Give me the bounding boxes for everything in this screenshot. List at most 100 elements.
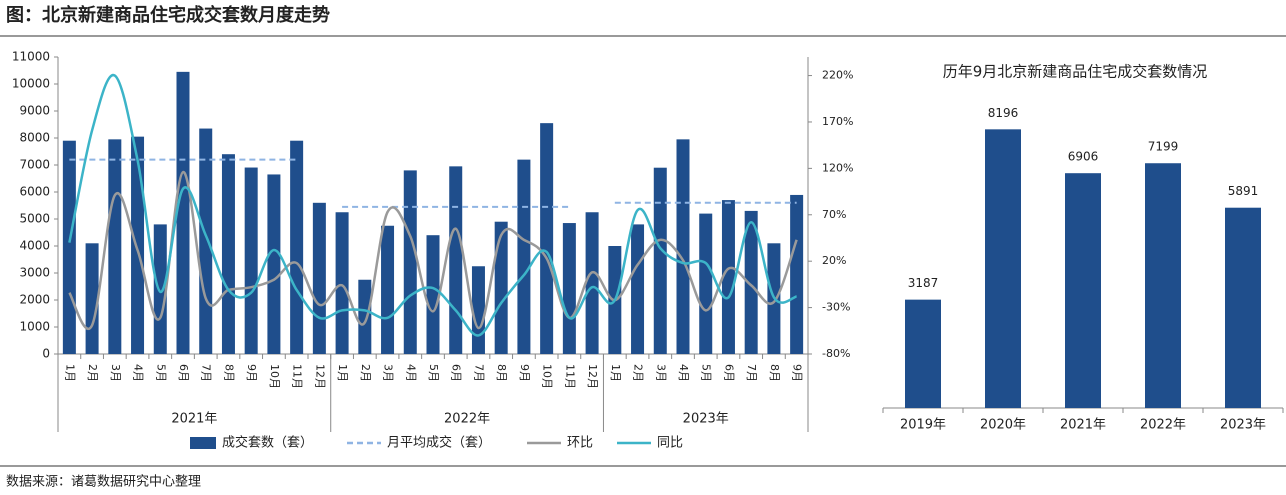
y2-tick-label: 20% <box>822 254 846 267</box>
x-tick-label: 9月 <box>518 364 531 382</box>
bar <box>790 194 804 354</box>
legend-label: 环比 <box>567 436 593 451</box>
bar <box>494 221 508 354</box>
x-tick-label: 8月 <box>222 364 235 382</box>
bar <box>721 200 735 354</box>
bar <box>517 159 531 354</box>
legend-label: 月平均成交（套） <box>387 435 491 451</box>
y2-tick-label: 170% <box>822 115 853 128</box>
bar <box>905 299 941 408</box>
x-tick-label: 8月 <box>768 364 781 382</box>
x-tick-label: 1月 <box>336 364 349 382</box>
bar <box>426 235 440 354</box>
page-title: 图：北京新建商品住宅成交套数月度走势 <box>6 4 330 26</box>
x-tick-label: 3月 <box>382 364 395 382</box>
y2-tick-label: -30% <box>822 301 850 314</box>
y-tick-label: 5000 <box>19 212 50 226</box>
y2-tick-label: 70% <box>822 208 846 221</box>
x-tick-label: 9月 <box>791 364 804 382</box>
y-tick-label: 1000 <box>19 320 50 334</box>
x-tick-label: 6月 <box>722 364 735 382</box>
bar <box>1145 163 1181 408</box>
bar <box>244 167 258 354</box>
legend-label: 成交套数（套） <box>222 435 313 451</box>
bar <box>221 154 235 354</box>
bar <box>699 213 713 354</box>
x-tick-label: 2月 <box>632 364 645 382</box>
bar <box>153 224 167 354</box>
group-label: 2021年 <box>171 412 217 427</box>
chart-title: 历年9月北京新建商品住宅成交套数情况 <box>943 63 1208 81</box>
bar <box>631 224 645 354</box>
y-tick-label: 2000 <box>19 293 50 307</box>
bar <box>1065 173 1101 408</box>
x-tick-label: 10月 <box>541 364 554 389</box>
y-tick-label: 4000 <box>19 239 50 253</box>
x-tick-label: 5月 <box>427 364 440 382</box>
bar <box>471 266 485 354</box>
x-tick-label: 4月 <box>404 364 417 382</box>
x-tick-label: 2020年 <box>980 418 1026 433</box>
data-label: 6906 <box>1068 150 1099 164</box>
bar <box>403 170 417 354</box>
bar <box>176 71 190 354</box>
x-tick-label: 12月 <box>313 364 326 389</box>
y-tick-label: 8000 <box>19 131 50 145</box>
x-tick-label: 7月 <box>745 364 758 382</box>
bar <box>744 210 758 354</box>
bar <box>540 123 554 355</box>
source-note: 数据来源：诸葛数据研究中心整理 <box>6 475 201 490</box>
x-tick-label: 11月 <box>563 364 576 389</box>
group-label: 2023年 <box>683 412 729 427</box>
bar <box>449 166 463 354</box>
bar <box>267 174 281 354</box>
trend-line <box>68 170 798 330</box>
bar <box>199 128 213 354</box>
x-tick-label: 7月 <box>200 364 213 382</box>
bar <box>585 212 599 354</box>
x-tick-label: 2022年 <box>1140 418 1186 433</box>
x-tick-label: 2023年 <box>1220 418 1266 433</box>
bar <box>290 140 304 354</box>
x-tick-label: 8月 <box>495 364 508 382</box>
trend-line <box>68 73 798 337</box>
bar <box>85 243 99 354</box>
data-label: 8196 <box>988 106 1019 120</box>
x-tick-label: 4月 <box>132 364 145 382</box>
x-tick-label: 1月 <box>63 364 76 382</box>
bar <box>108 139 122 354</box>
bar <box>335 212 349 354</box>
x-tick-label: 2月 <box>359 364 372 382</box>
data-label: 3187 <box>908 276 939 290</box>
y-tick-label: 11000 <box>12 50 50 64</box>
x-tick-label: 11月 <box>291 364 304 389</box>
bar <box>358 279 372 354</box>
y-tick-label: 3000 <box>19 266 50 280</box>
x-tick-label: 1月 <box>609 364 622 382</box>
x-tick-label: 9月 <box>245 364 258 382</box>
x-tick-label: 7月 <box>472 364 485 382</box>
bar <box>653 167 667 354</box>
x-tick-label: 2月 <box>86 364 99 382</box>
y-tick-label: 0 <box>42 347 50 361</box>
bar <box>676 139 690 354</box>
x-tick-label: 3月 <box>654 364 667 382</box>
y2-tick-label: -80% <box>822 347 850 360</box>
x-tick-label: 4月 <box>677 364 690 382</box>
legend-label: 同比 <box>657 436 683 451</box>
x-tick-label: 12月 <box>586 364 599 389</box>
x-tick-label: 6月 <box>450 364 463 382</box>
data-label: 5891 <box>1228 184 1259 198</box>
y-tick-label: 10000 <box>12 77 50 91</box>
y-tick-label: 6000 <box>19 185 50 199</box>
bar <box>312 202 326 354</box>
x-tick-label: 5月 <box>154 364 167 382</box>
x-tick-label: 6月 <box>177 364 190 382</box>
x-tick-label: 5月 <box>700 364 713 382</box>
y2-tick-label: 120% <box>822 161 853 174</box>
bar <box>62 140 76 354</box>
x-tick-label: 2019年 <box>900 418 946 433</box>
group-label: 2022年 <box>444 412 490 427</box>
x-tick-label: 2021年 <box>1060 418 1106 433</box>
